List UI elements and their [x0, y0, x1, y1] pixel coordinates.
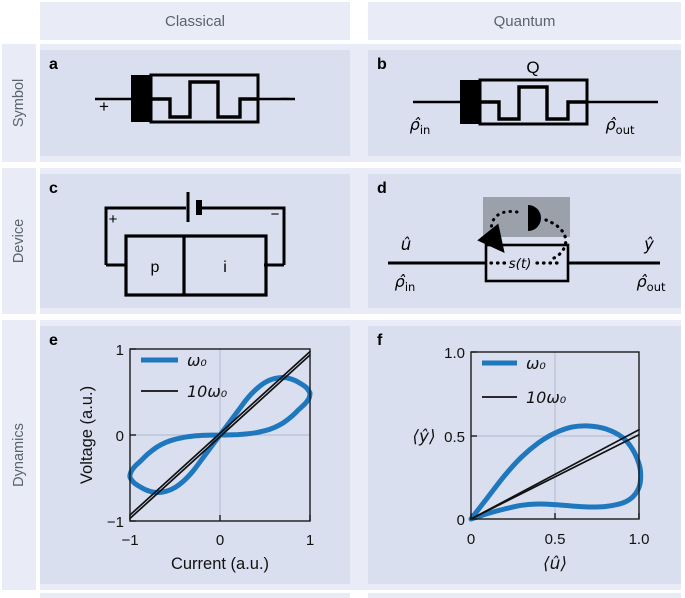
omega0-legend-label: ω₀: [526, 354, 546, 373]
circuit-wire-left: [104, 206, 186, 265]
battery-icon: [186, 192, 202, 222]
10omega0-legend-label: 10ω₀: [526, 388, 567, 407]
quantum-label-q: Q: [526, 58, 539, 77]
x-axis-label: Current (a.u.): [171, 555, 269, 573]
panel-letter-d: d: [377, 180, 387, 197]
omega0-curve: [127, 375, 313, 495]
xtick-1: 1.0: [629, 531, 650, 548]
panel-letter-a: a: [49, 56, 58, 73]
plus-terminal-label: +: [109, 211, 118, 228]
state-variable-label: s(t): [509, 256, 532, 272]
omega0-legend-label: ω₀: [187, 351, 207, 370]
legend: ω₀ 10ω₀: [141, 351, 228, 401]
measurement-region-box: [483, 197, 570, 237]
feedback-dotted-arrow: [477, 209, 519, 254]
panel-letter-e: e: [49, 332, 58, 349]
ytick-0: 0: [457, 512, 465, 529]
memristor-polarity-bar: [131, 75, 151, 122]
rho-out-label: ρ̂out: [606, 115, 635, 137]
panel-a: [40, 50, 350, 156]
classical-header-label: Classical: [164, 12, 225, 30]
y-hat-label: ŷ: [643, 235, 654, 254]
10omega0-curve: [470, 433, 640, 520]
xtick-1: 1: [306, 532, 314, 549]
ytick-neg1: −1: [107, 514, 124, 531]
panel-c: [40, 174, 350, 308]
plot-curves: [468, 423, 644, 522]
xtick-0: 0: [216, 532, 224, 549]
xtick-05: 0.5: [545, 531, 566, 548]
quantum-header-label: Quantum: [493, 12, 556, 30]
measurement-dotted-arrow: [544, 218, 568, 260]
axis-ticks: [129, 348, 311, 522]
10omega0-curve: [129, 354, 311, 520]
quantum-memristor-symbol: Q ρ̂in ρ̂out: [410, 58, 658, 137]
classical-memristor-symbol: + −: [95, 73, 295, 124]
column-header-quantum: Quantum: [368, 2, 681, 40]
minus-terminal-label: −: [271, 206, 280, 223]
plus-terminal-label: +: [99, 97, 109, 116]
y-axis-label: ⟨ŷ⟩: [412, 427, 435, 447]
classical-device-diagram: + − p i: [104, 192, 286, 297]
y-axis-label: Voltage (a.u.): [78, 386, 96, 484]
memristor-meander: [151, 80, 258, 119]
row-label-dynamics: Dynamics: [2, 320, 36, 590]
panel-letter-f: f: [377, 332, 383, 349]
photodetector-icon: [528, 205, 541, 231]
ytick-1: 1: [116, 342, 124, 359]
omega0-curve: [468, 423, 644, 522]
x-axis-label: ⟨û⟩: [543, 554, 567, 574]
doped-region-label: p: [151, 259, 160, 276]
quantum-dynamics-plot: 1.0 0.5 0 0 0.5 1.0 ⟨û⟩ ⟨ŷ⟩ ω₀ 10ω₀: [412, 345, 650, 574]
rho-in-label: ρ̂in: [410, 115, 431, 137]
xtick-neg1: −1: [121, 532, 138, 549]
ytick-0: 0: [116, 428, 124, 445]
rho-out-label: ρ̂out: [637, 272, 666, 294]
intrinsic-region-label: i: [223, 259, 227, 276]
memristor-polarity-bar: [460, 80, 480, 124]
quantum-device-diagram: s(t) û ŷ ρ̂in ρ̂out: [388, 197, 666, 294]
10omega0-curve: [129, 350, 311, 516]
u-hat-label: û: [401, 235, 411, 254]
bottom-strip-quantum: [368, 593, 681, 598]
10omega0-legend-label: 10ω₀: [187, 382, 228, 401]
bottom-strip-classical: [40, 593, 350, 598]
classical-dynamics-plot: 1 0 −1 −1 0 1 Current (a.u.) Voltage (a.…: [78, 342, 314, 573]
legend: ω₀ 10ω₀: [482, 354, 567, 407]
ytick-1: 1.0: [444, 345, 465, 362]
row-label-symbol: Symbol: [2, 44, 36, 162]
rho-in-label: ρ̂in: [395, 272, 416, 294]
minus-terminal-label: −: [280, 89, 290, 108]
ytick-05: 0.5: [444, 429, 465, 446]
row-label-device: Device: [2, 168, 36, 314]
panel-d: [368, 174, 681, 308]
xtick-0: 0: [467, 531, 475, 548]
circuit-wire-right: [201, 206, 286, 265]
panel-letter-b: b: [377, 56, 387, 73]
memristor-device-box: [124, 234, 268, 297]
column-header-classical: Classical: [40, 2, 350, 40]
axis-ticks: [470, 351, 640, 520]
state-box: [484, 243, 570, 283]
memristor-meander: [480, 85, 587, 121]
plot-curves: [127, 350, 313, 520]
panel-letter-c: c: [49, 180, 58, 197]
